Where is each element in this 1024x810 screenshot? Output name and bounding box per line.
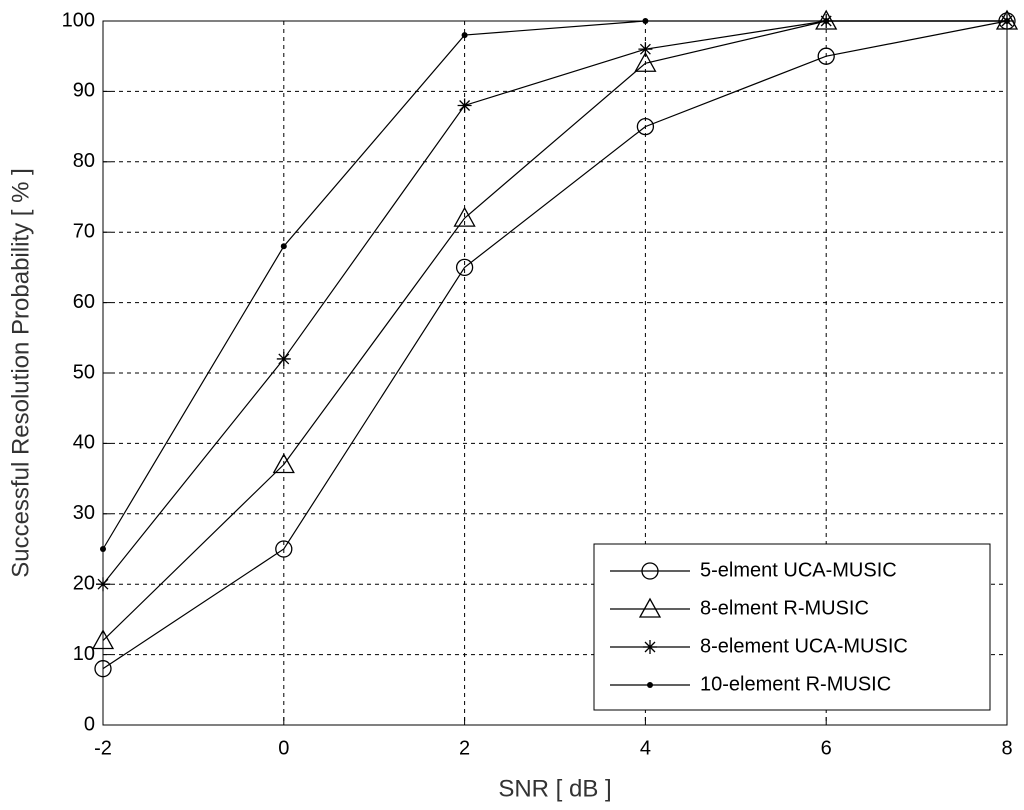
marker: [100, 546, 106, 552]
marker: [643, 640, 657, 654]
marker: [638, 42, 653, 57]
x-tick-label: 0: [278, 737, 289, 759]
legend-label: 8-element UCA-MUSIC: [700, 635, 908, 657]
y-tick-label: 10: [73, 643, 95, 665]
y-tick-label: 40: [73, 432, 95, 454]
y-tick-label: 70: [73, 220, 95, 242]
series-line: [102, 20, 1007, 550]
marker: [641, 562, 659, 580]
marker: [455, 258, 474, 277]
marker: [94, 660, 112, 678]
y-tick-label: 100: [62, 9, 95, 31]
marker: [817, 47, 835, 65]
marker: [457, 98, 472, 113]
marker: [280, 243, 287, 250]
legend-box: [593, 543, 991, 711]
x-tick-label: 2: [459, 737, 470, 759]
marker: [453, 206, 476, 227]
y-axis-label: Successful Resolution Probability [ % ]: [7, 168, 34, 578]
series-line: [102, 20, 1008, 670]
y-tick-label: 30: [73, 502, 95, 524]
marker: [634, 51, 657, 72]
y-tick-label: 80: [73, 150, 95, 172]
marker: [815, 9, 838, 30]
y-tick-label: 20: [73, 572, 95, 594]
x-tick-label: 8: [1001, 737, 1012, 759]
marker: [275, 540, 293, 558]
marker: [823, 18, 830, 24]
marker: [995, 9, 1019, 30]
y-tick-label: 0: [84, 713, 95, 735]
marker: [276, 351, 291, 366]
marker: [636, 117, 655, 136]
marker: [96, 577, 110, 592]
marker: [91, 629, 115, 650]
x-axis-label: SNR [ dB ]: [498, 775, 611, 802]
x-tick-label: 6: [821, 737, 832, 759]
legend-label: 8-elment R-MUSIC: [700, 597, 869, 619]
x-tick-label: 4: [640, 737, 651, 759]
marker: [642, 18, 649, 24]
y-tick-label: 90: [73, 80, 95, 102]
legend-label: 10-element R-MUSIC: [700, 673, 891, 695]
marker: [272, 453, 295, 474]
x-tick-label: -2: [94, 737, 112, 759]
marker: [647, 682, 653, 688]
marker: [638, 597, 662, 618]
y-tick-label: 50: [73, 361, 95, 383]
marker: [1004, 18, 1010, 24]
legend-label: 5-elment UCA-MUSIC: [700, 559, 897, 581]
plot-frame: [102, 20, 1008, 726]
y-tick-label: 60: [73, 291, 95, 313]
marker: [461, 32, 468, 39]
